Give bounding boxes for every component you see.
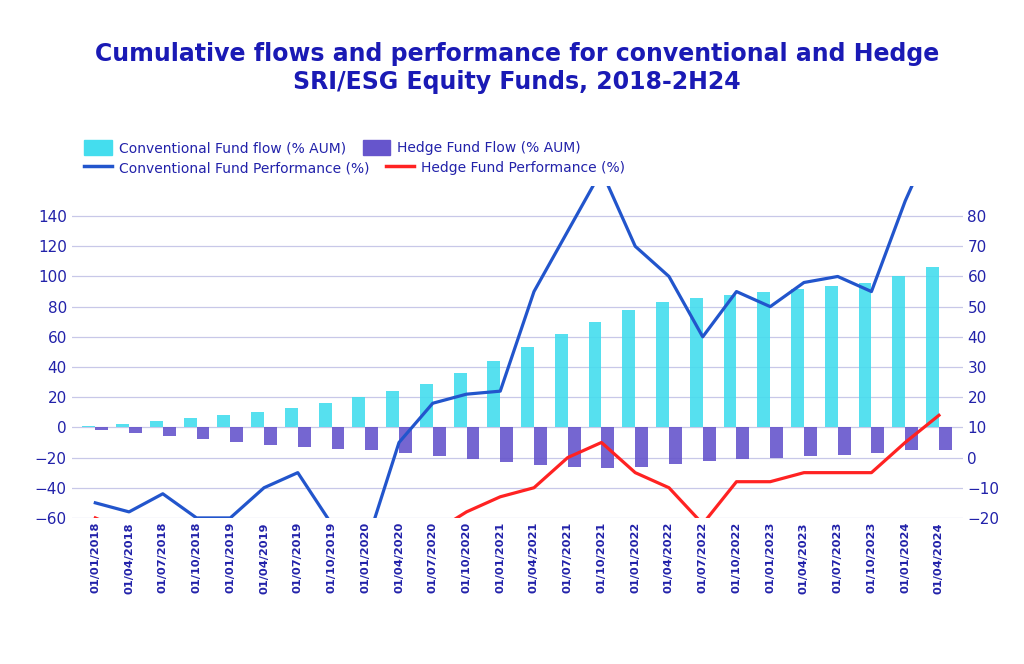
Bar — [298, 428, 310, 447]
Bar — [420, 384, 433, 428]
Bar — [117, 424, 129, 428]
Bar — [838, 428, 851, 455]
Bar — [567, 428, 581, 467]
Bar — [825, 286, 838, 428]
Bar — [690, 297, 702, 428]
Bar — [521, 347, 534, 428]
Bar — [656, 302, 669, 428]
Bar — [724, 295, 736, 428]
Bar — [635, 428, 648, 467]
Bar — [736, 428, 750, 459]
Bar — [318, 403, 332, 428]
Bar — [163, 428, 176, 436]
Bar — [792, 289, 804, 428]
Bar — [601, 428, 614, 468]
Bar — [804, 428, 817, 456]
Bar — [386, 391, 399, 428]
Bar — [332, 428, 344, 448]
Bar — [770, 428, 783, 457]
Bar — [217, 415, 230, 428]
Bar — [454, 373, 467, 428]
Bar — [501, 428, 513, 462]
Bar — [702, 428, 716, 461]
Title: Cumulative flows and performance for conventional and Hedge
SRI/ESG Equity Funds: Cumulative flows and performance for con… — [95, 42, 939, 94]
Bar — [669, 428, 682, 463]
Bar — [230, 428, 243, 442]
Bar — [905, 428, 918, 450]
Bar — [589, 322, 601, 428]
Bar — [858, 282, 871, 428]
Bar — [264, 428, 276, 446]
Bar — [467, 428, 479, 459]
Bar — [939, 428, 951, 450]
Bar — [150, 422, 163, 428]
Bar — [892, 276, 905, 428]
Bar — [871, 428, 885, 453]
Bar — [433, 428, 445, 456]
Bar — [83, 426, 95, 428]
Bar — [129, 428, 142, 434]
Bar — [197, 428, 209, 440]
Bar — [487, 361, 501, 428]
Bar — [183, 418, 197, 428]
Bar — [534, 428, 547, 465]
Bar — [399, 428, 412, 453]
Bar — [926, 268, 939, 428]
Bar — [285, 408, 298, 428]
Bar — [758, 291, 770, 428]
Bar — [366, 428, 378, 450]
Bar — [95, 428, 109, 430]
Bar — [623, 309, 635, 428]
Bar — [251, 412, 264, 428]
Legend: Conventional Fund Performance (%), Hedge Fund Performance (%): Conventional Fund Performance (%), Hedge… — [79, 155, 631, 181]
Bar — [555, 334, 567, 428]
Bar — [352, 397, 366, 428]
